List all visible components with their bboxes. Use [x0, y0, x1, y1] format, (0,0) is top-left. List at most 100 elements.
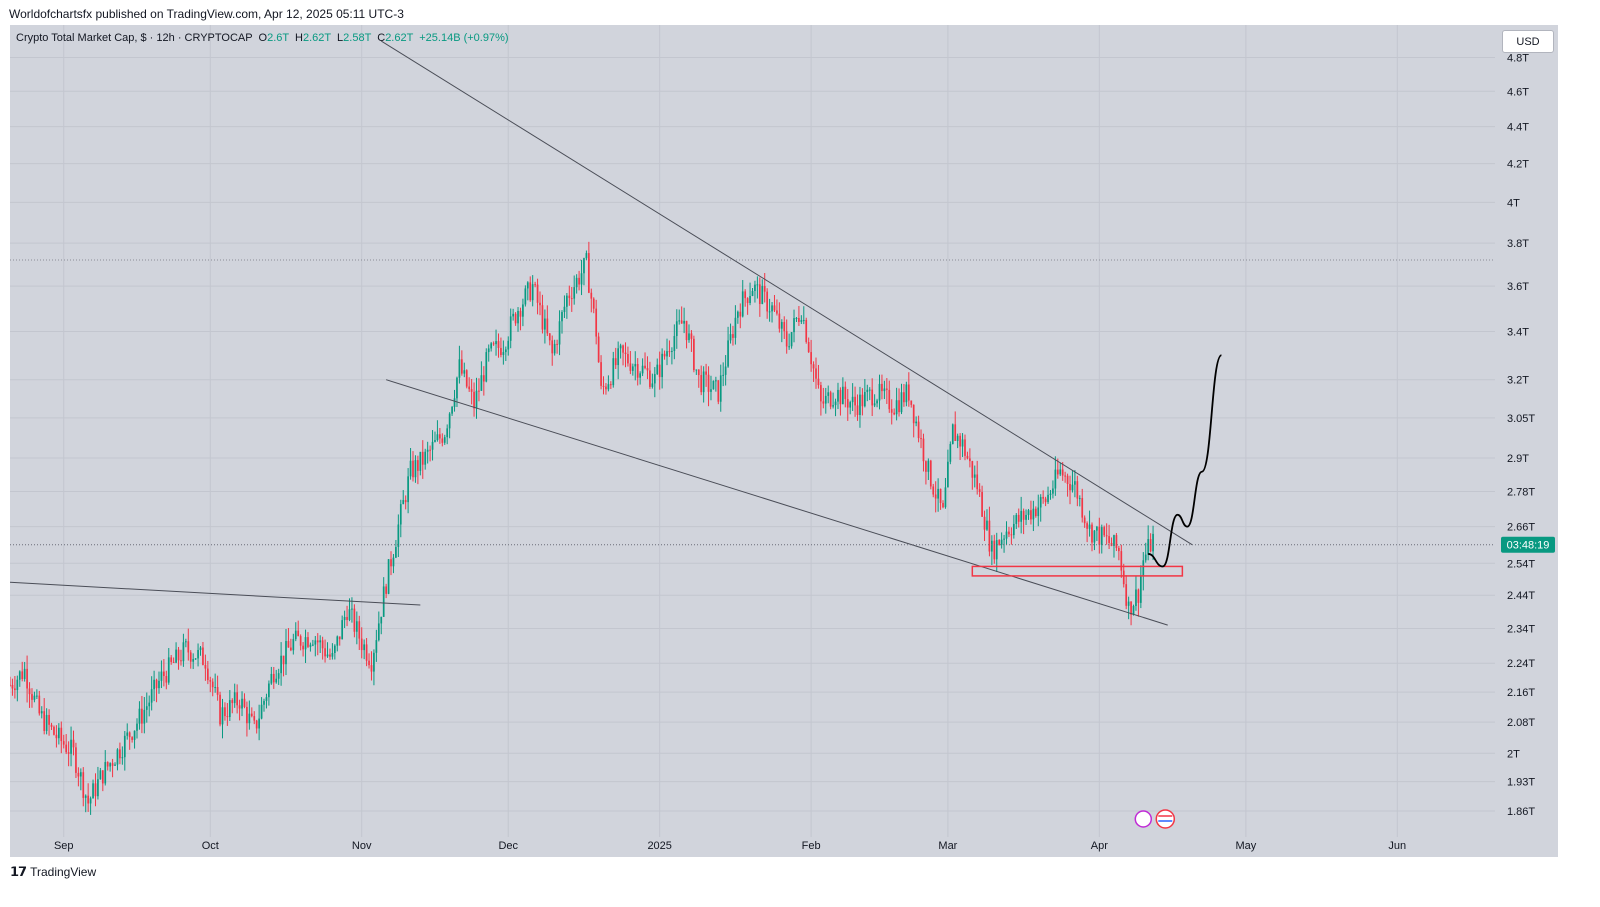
candle-body [150, 689, 153, 703]
candle-body [250, 713, 253, 717]
candle-body [900, 392, 903, 413]
candle-body [1142, 560, 1145, 577]
candle-body [602, 385, 605, 387]
candle-body [729, 334, 732, 341]
y-tick-label: 2.78T [1507, 487, 1535, 499]
candle-body [663, 353, 666, 357]
candle-body [976, 474, 979, 490]
candle-body [605, 386, 607, 390]
candle-body [922, 438, 925, 462]
candle-body [456, 377, 458, 399]
candle-body [348, 609, 351, 620]
candle-body [72, 739, 75, 748]
candle-body [749, 295, 751, 304]
candle-body [77, 772, 80, 777]
trendline[interactable] [385, 379, 1168, 626]
candle-body [1147, 539, 1150, 555]
y-tick-label: 4.8T [1507, 52, 1529, 64]
candle-body [97, 779, 99, 797]
chart-area[interactable]: 4.8T 4.6T 4.4T 4.2T 4T 3.8T 3.6T 3.4T 3.2T 3.05T 2… [10, 25, 1558, 857]
us-flag-event-icon[interactable] [1155, 809, 1176, 829]
candle-body [475, 390, 478, 409]
candle-body [563, 306, 566, 313]
candle-body [868, 389, 871, 391]
candle-body [551, 340, 554, 354]
candle-body [426, 449, 429, 452]
candle-body [272, 673, 275, 683]
candle-body [370, 665, 373, 672]
candle-body [883, 388, 886, 392]
candle-body [656, 364, 659, 375]
candle-body [482, 375, 485, 382]
candle-body [490, 343, 493, 349]
candle-body [798, 317, 800, 322]
candle-body [255, 720, 258, 729]
candle-body [233, 692, 236, 704]
candle-body [363, 644, 366, 651]
candle-body [978, 489, 981, 493]
candle-body [1030, 510, 1032, 520]
candle-body [1012, 523, 1015, 536]
x-tick-label: Apr [1091, 840, 1108, 852]
candle-body [1049, 493, 1052, 495]
candle-body [40, 711, 43, 714]
candle-body [631, 366, 634, 371]
chart-svg[interactable]: 4.8T 4.6T 4.4T 4.2T 4T 3.8T 3.6T 3.4T 3.2T 3.05T 2… [10, 25, 1558, 857]
candle-body [1074, 481, 1076, 485]
candle-body [856, 405, 859, 415]
candle-body [885, 388, 888, 390]
candle-body [329, 654, 331, 657]
candle-body [741, 291, 744, 317]
candle-body [1137, 589, 1140, 603]
candle-body [167, 657, 170, 683]
trendline[interactable] [380, 40, 1193, 546]
candle-body [314, 640, 317, 645]
candle-body [1059, 469, 1062, 475]
currency-button[interactable]: USD [1502, 30, 1554, 53]
candle-body [141, 708, 143, 724]
candle-body [492, 343, 495, 345]
candle-body [876, 400, 878, 404]
candle-body [1010, 534, 1013, 536]
candle-body [392, 557, 395, 567]
candle-body [148, 702, 151, 707]
trendline[interactable] [10, 581, 421, 606]
candle-body [592, 298, 595, 309]
candle-body [680, 320, 683, 324]
candle-body [881, 383, 883, 392]
candle-body [82, 772, 85, 798]
x-tick-label: Nov [352, 840, 372, 852]
candle-body [915, 421, 917, 424]
candle-body [695, 369, 698, 371]
candle-body [925, 461, 927, 472]
candle-body [419, 451, 422, 471]
candle-body [744, 291, 747, 299]
candle-body [661, 353, 663, 378]
candle-body [495, 341, 497, 345]
candle-body [114, 764, 116, 766]
candle-body [651, 383, 654, 387]
candle-body [583, 258, 585, 274]
candle-body [517, 310, 519, 324]
candle-body [1113, 535, 1115, 546]
candle-body [67, 752, 70, 754]
candle-body [387, 559, 390, 594]
support-zone-rect[interactable] [971, 565, 1184, 577]
candle-body [641, 365, 644, 374]
candle-body [839, 389, 842, 405]
candle-body [446, 428, 449, 438]
candle-body [526, 282, 529, 289]
symbol-name[interactable]: Crypto Total Market Cap, $ · 12h · CRYPT… [16, 32, 253, 44]
candle-body [21, 671, 24, 680]
lightning-event-icon[interactable] [1134, 810, 1153, 828]
candle-body [111, 763, 114, 766]
candle-body [851, 396, 854, 403]
candle-body [649, 370, 651, 387]
candle-body [185, 641, 187, 643]
candle-body [206, 668, 209, 681]
footer-brand[interactable]: 𝟭𝟳 TradingView [10, 864, 96, 880]
projection-path[interactable] [1147, 354, 1223, 568]
candle-body [31, 694, 33, 700]
candle-body [1032, 508, 1035, 520]
candle-body [1042, 497, 1045, 499]
